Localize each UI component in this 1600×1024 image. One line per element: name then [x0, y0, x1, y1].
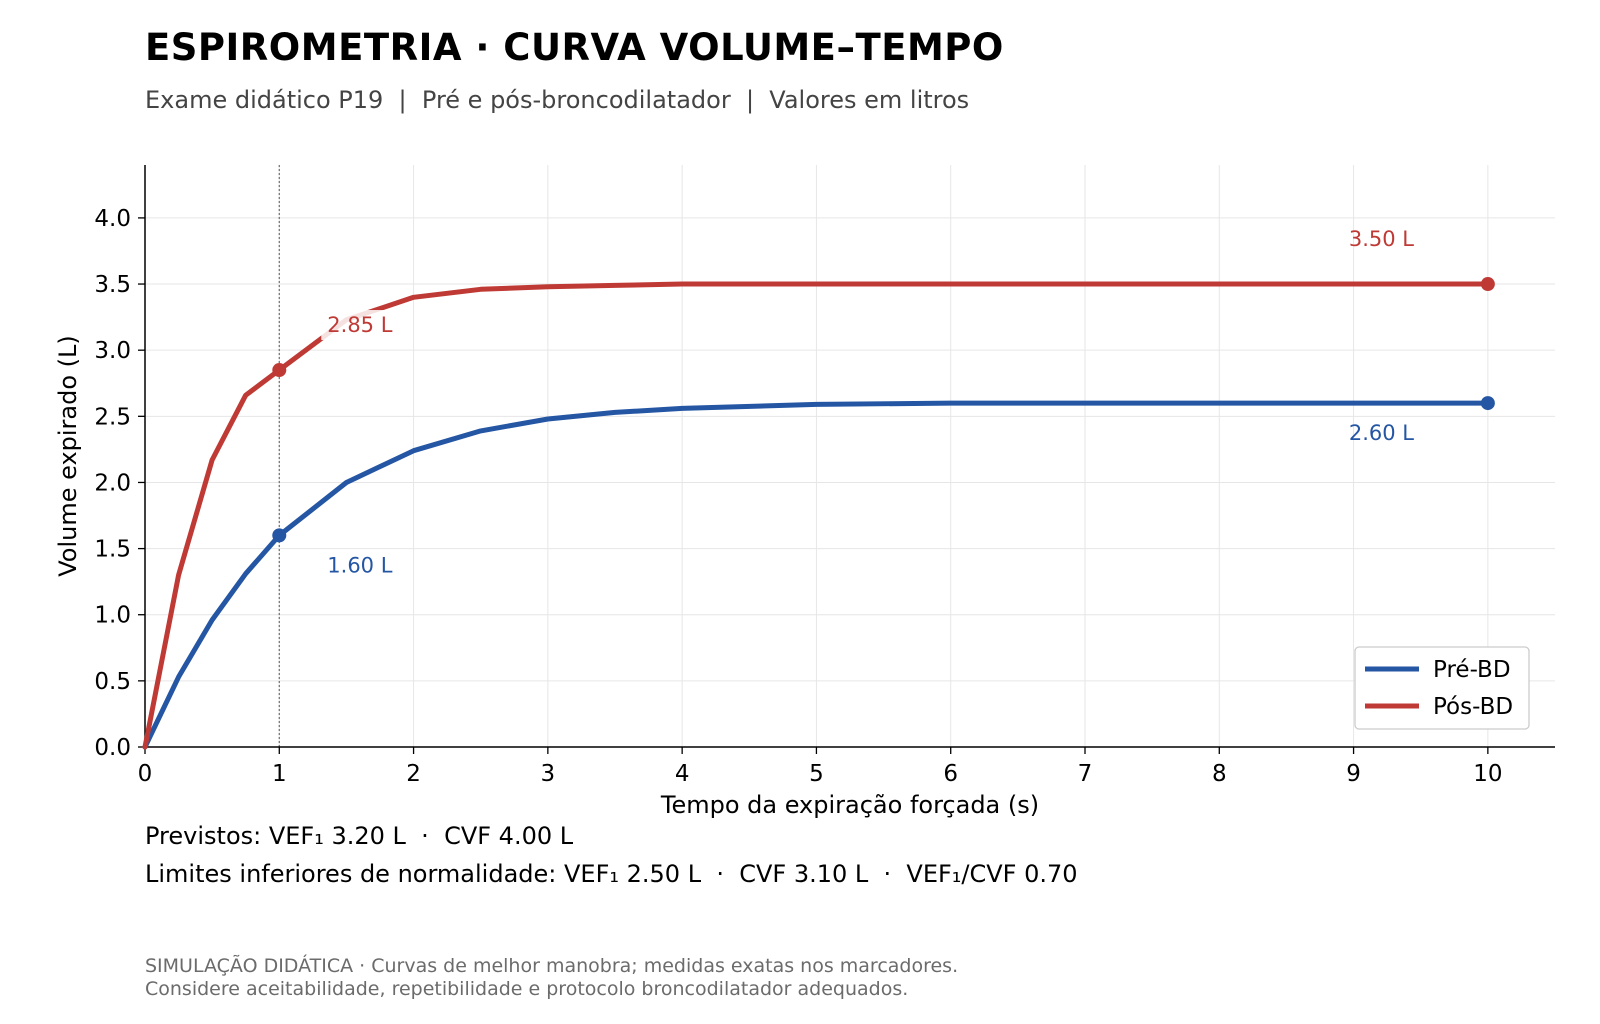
grid	[144, 165, 1555, 748]
series-layer	[142, 277, 1495, 750]
y-tick-label: 2.0	[94, 470, 131, 496]
lower-limits-note: Limites inferiores de normalidade: VEF₁ …	[145, 860, 1078, 888]
chart-title: ESPIROMETRIA · CURVA VOLUME–TEMPO	[145, 26, 1004, 69]
data-point-marker	[1480, 277, 1495, 292]
label-background	[321, 310, 398, 341]
data-point-marker	[272, 528, 287, 543]
data-label: 3.50 L	[1349, 227, 1414, 251]
x-tick-label: 4	[675, 761, 690, 787]
data-point-marker	[272, 363, 287, 378]
x-axis-label: Tempo da expiração forçada (s)	[660, 791, 1039, 819]
x-tick-label: 0	[138, 761, 153, 787]
data-label: 1.60 L	[327, 553, 392, 577]
x-tick-label: 10	[1473, 761, 1502, 787]
axes: 0 1 2 3 4 5 6 7 8 9 10 0.0 0.5 1.0 1.5 2.0 2.5 3.0 3.5 4.0 T…	[54, 165, 1555, 819]
footer-line-1: SIMULAÇÃO DIDÁTICA · Curvas de melhor ma…	[145, 955, 959, 977]
data-label: 2.60 L	[1349, 421, 1414, 445]
predicted-values-note: Previstos: VEF₁ 3.20 L · CVF 4.00 L	[145, 822, 574, 850]
data-label: 2.85 L	[327, 313, 392, 337]
y-tick-label: 2.5	[94, 404, 131, 430]
x-tick-label: 3	[541, 761, 556, 787]
volume-time-chart: 0 1 2 3 4 5 6 7 8 9 10 0.0 0.5 1.0 1.5 2.0 2.5 3.0 3.5 4.0 T…	[54, 165, 1555, 819]
y-tick-label: 3.0	[94, 338, 131, 364]
x-tick-label: 7	[1078, 761, 1093, 787]
series-line-pre-bd	[142, 400, 1491, 750]
x-tick-label: 9	[1346, 761, 1361, 787]
y-tick-label: 1.0	[94, 603, 131, 629]
series-line-pos-bd	[142, 281, 1491, 750]
legend-label: Pós-BD	[1433, 694, 1513, 720]
y-tick-label: 0.5	[94, 669, 131, 695]
data-point-marker	[1480, 396, 1495, 411]
y-tick-label: 1.5	[94, 537, 131, 563]
y-tick-label: 0.0	[94, 735, 131, 761]
legend: Pré-BD Pós-BD	[1354, 646, 1530, 730]
x-tick-label: 8	[1212, 761, 1227, 787]
x-tick-label: 2	[406, 761, 421, 787]
footer-line-2: Considere aceitabilidade, repetibilidade…	[145, 978, 909, 1000]
x-tick-label: 1	[272, 761, 287, 787]
legend-label: Pré-BD	[1433, 657, 1511, 683]
y-axis-label: Volume expirado (L)	[54, 335, 82, 577]
y-tick-label: 3.5	[94, 272, 131, 298]
chart-subtitle: Exame didático P19 | Pré e pós-broncodil…	[145, 86, 970, 114]
x-tick-label: 5	[809, 761, 824, 787]
y-tick-label: 4.0	[94, 206, 131, 232]
x-tick-label: 6	[943, 761, 958, 787]
data-labels: 1.60 L 2.60 L 2.85 L 3.50 L	[321, 227, 1414, 577]
